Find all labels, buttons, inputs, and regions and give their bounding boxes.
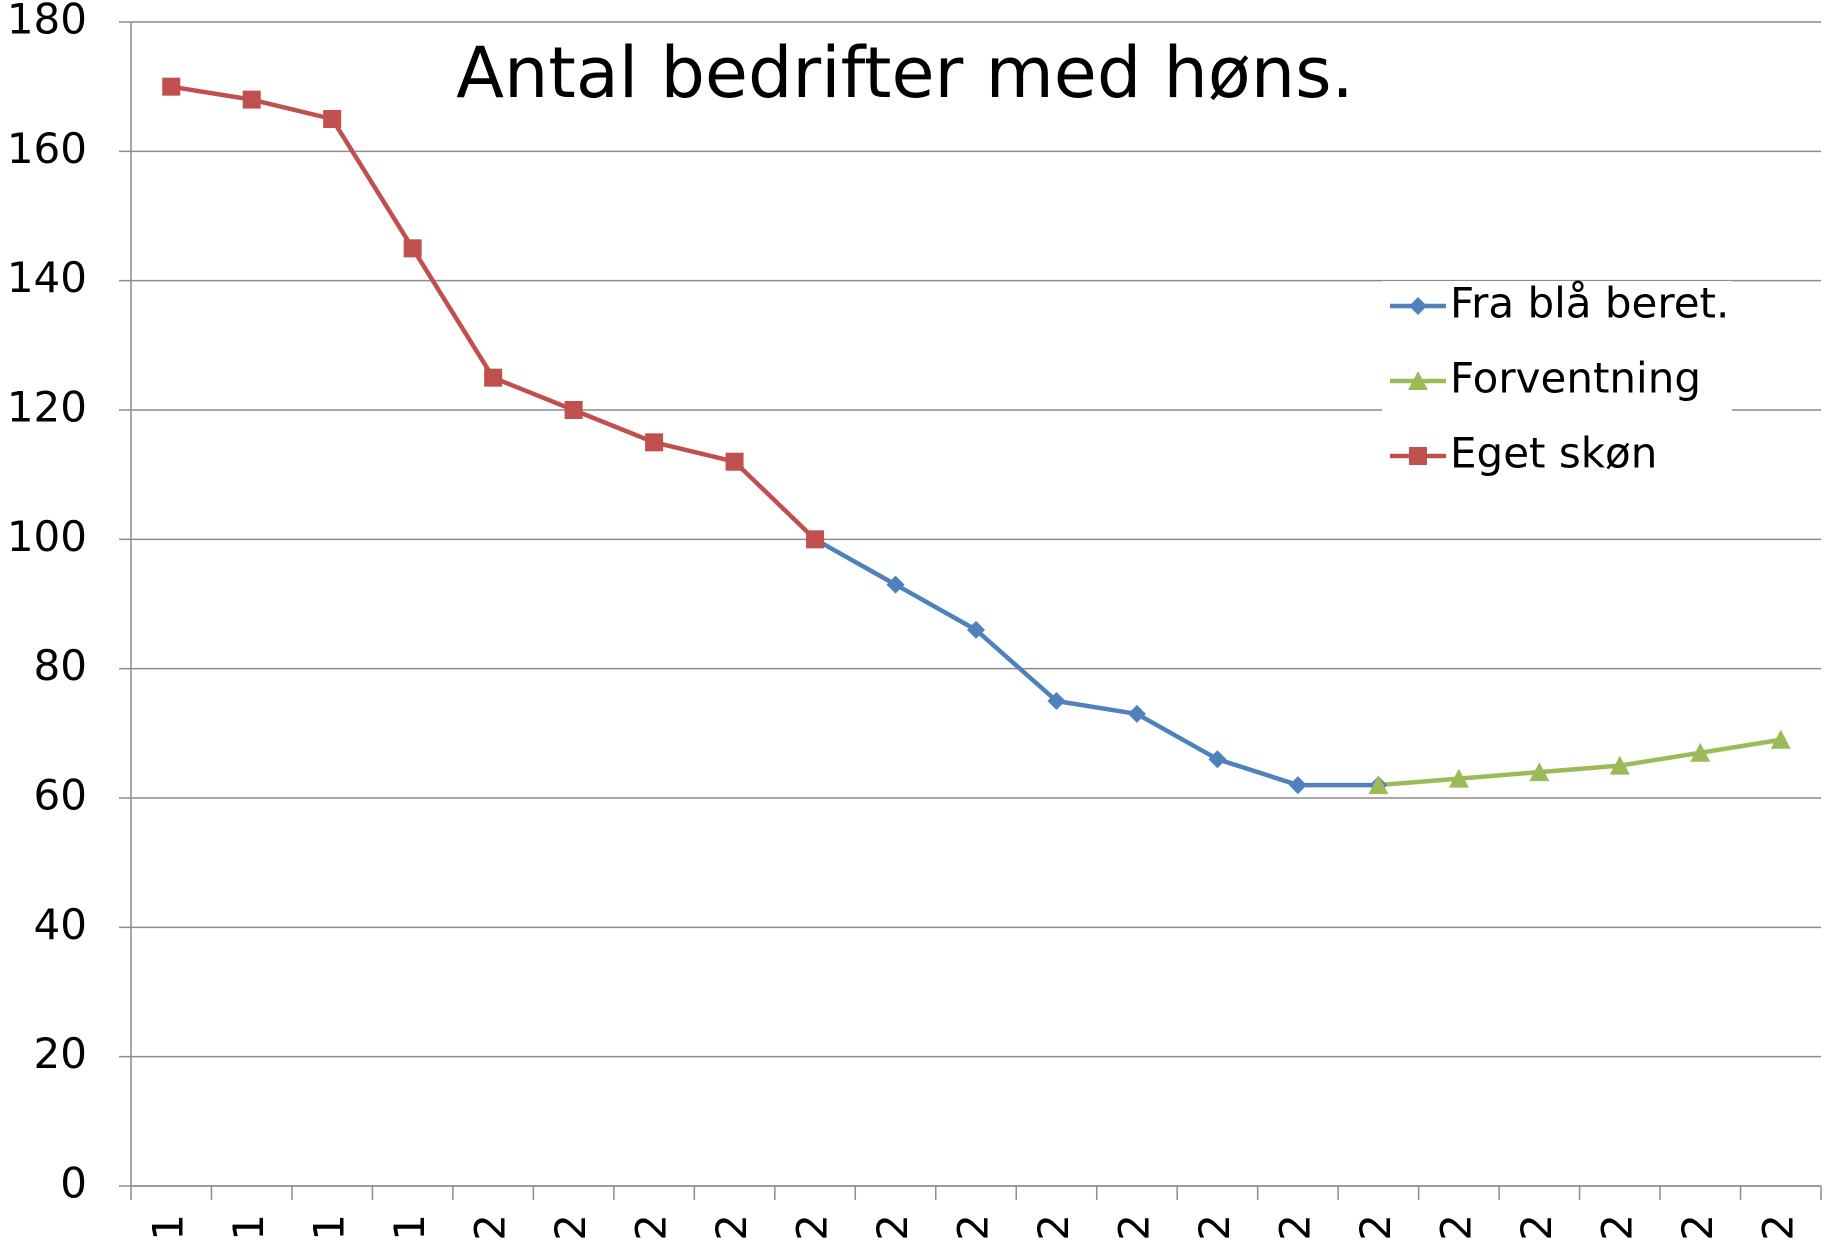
marker: [564, 401, 583, 419]
x-tick-label: 2: [1270, 1214, 1319, 1241]
y-tick-label: 20: [34, 1029, 87, 1078]
legend: Fra blå beret. Forventning Eget skøn: [1382, 279, 1732, 491]
y-tick-label: 40: [34, 900, 87, 949]
x-tick-label: 1: [385, 1214, 434, 1241]
marker: [645, 433, 664, 452]
x-tick-label: 1: [305, 1214, 354, 1241]
legend-label: Fra blå beret.: [1450, 279, 1729, 328]
marker: [242, 90, 261, 109]
x-tick-label: 2: [1592, 1214, 1641, 1241]
marker: [403, 239, 422, 258]
x-tick-label: 2: [1512, 1214, 1561, 1241]
y-tick-label: 160: [7, 124, 87, 173]
marker: [1690, 742, 1711, 762]
x-tick-label: 2: [627, 1214, 676, 1241]
marker: [1127, 704, 1146, 723]
x-tick-label: 2: [466, 1214, 515, 1241]
x-tick-label: 2: [788, 1214, 837, 1241]
series-line: [813, 537, 1379, 788]
x-tick-label: 2: [707, 1214, 756, 1241]
marker: [725, 452, 744, 471]
chart-title: Antal bedrifter med høns.: [456, 32, 1354, 114]
marker: [1529, 762, 1550, 782]
x-tick-label: 2: [1109, 1214, 1158, 1241]
x-tick-label: 2: [1351, 1214, 1400, 1241]
marker: [1208, 750, 1227, 769]
y-tick-label: 100: [7, 512, 87, 561]
x-tick-label: 2: [1753, 1214, 1802, 1241]
marker: [886, 575, 905, 594]
marker: [1609, 755, 1630, 775]
marker: [1770, 729, 1791, 749]
legend-label: Eget skøn: [1450, 429, 1657, 478]
x-tick-label: 2: [1190, 1214, 1239, 1241]
series-line: [1378, 737, 1782, 788]
y-tick-label: 0: [60, 1159, 87, 1208]
marker: [323, 110, 342, 128]
series-line: [170, 84, 817, 541]
x-tick-label: 2: [949, 1214, 998, 1241]
marker: [162, 77, 181, 96]
marker: [806, 530, 825, 549]
marker: [1288, 776, 1307, 795]
y-tick-label: 80: [34, 641, 87, 690]
y-tick-label: 60: [34, 771, 87, 820]
marker: [967, 620, 985, 639]
marker: [1408, 371, 1428, 390]
marker: [1047, 692, 1066, 710]
marker: [1409, 447, 1427, 465]
y-tick-label: 180: [7, 0, 87, 44]
x-tick-label: 1: [224, 1214, 273, 1241]
marker: [1368, 775, 1389, 795]
x-tick-label: 2: [546, 1214, 595, 1241]
marker: [1409, 297, 1427, 315]
legend-label: Forventning: [1450, 354, 1701, 403]
y-tick-label: 120: [7, 383, 87, 432]
marker: [484, 368, 503, 387]
x-tick-label: 1: [144, 1214, 193, 1241]
marker: [1448, 768, 1469, 788]
x-tick-label: 2: [868, 1214, 917, 1241]
x-tick-label: 2: [1029, 1214, 1078, 1241]
y-tick-label: 140: [7, 253, 87, 302]
x-tick-label: 2: [1673, 1214, 1722, 1241]
x-tick-label: 2: [1431, 1214, 1480, 1241]
